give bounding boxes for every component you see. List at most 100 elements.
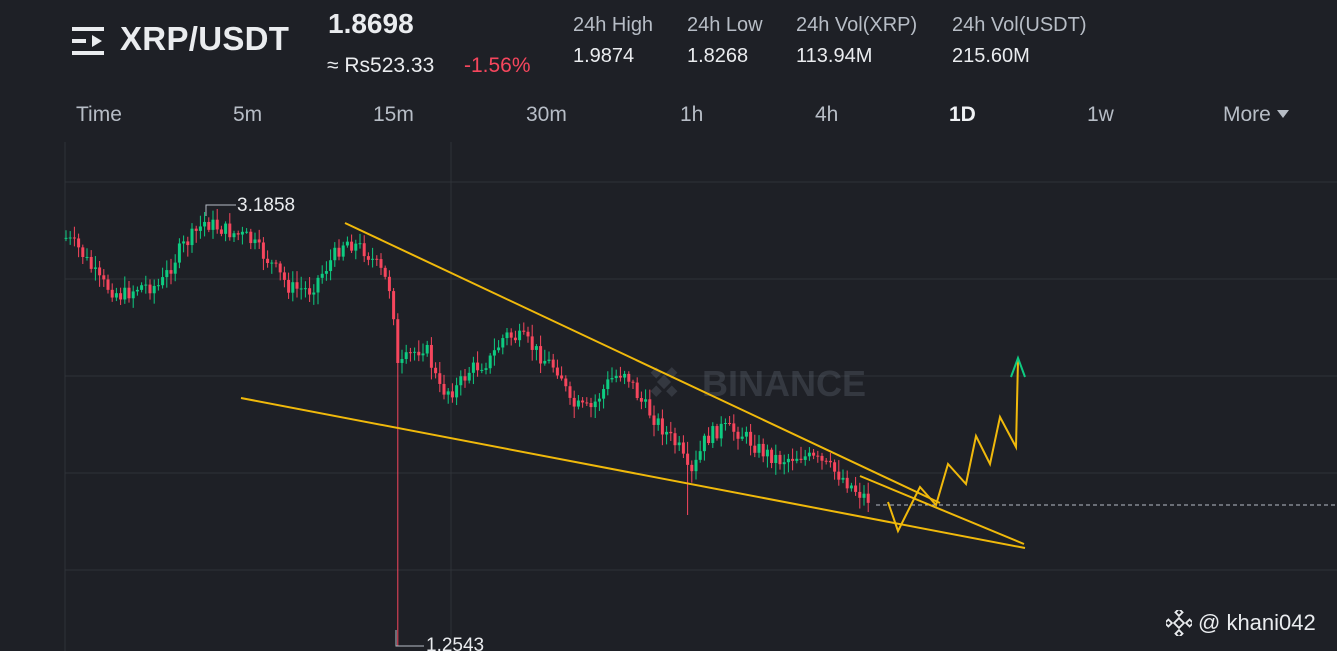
candle-body [287,279,291,293]
candle-body [791,458,795,461]
tab-15m[interactable]: 15m [373,103,414,126]
stat-vol-usdt-value: 215.60M [952,45,1030,67]
candle-body [236,233,240,235]
candle-body [207,221,211,230]
candle-body [702,435,706,452]
candle-body [266,258,270,264]
candle-body [770,449,774,463]
candle-body [631,381,635,383]
stat-low-value: 1.8268 [687,45,749,67]
candle-body [635,382,639,398]
tab-1d[interactable]: 1D [949,103,976,126]
stat-vol-xrp-value: 113.94M [796,45,873,67]
candle-body [240,231,244,235]
candle-body [786,458,790,463]
candle-body [434,367,438,374]
candle-body [198,226,202,231]
candle-body [408,352,412,354]
candle-body [93,267,97,269]
candle-body [568,386,572,398]
candle-body [732,423,736,432]
tab-5m[interactable]: 5m [233,103,263,126]
candles [64,208,870,646]
candle-body [186,241,190,246]
candle-body [219,229,223,234]
candle-body [203,221,207,227]
candle-body [341,245,345,257]
candle-body [135,289,139,292]
candle-body [694,459,698,472]
candle-body [555,367,559,376]
candle-body [715,426,719,439]
candle-body [358,243,362,245]
tab-more[interactable]: More [1223,103,1289,127]
candle-body [459,376,463,386]
low-label: 1.2543 [426,635,484,651]
credit: @ khani042 [1166,610,1316,636]
high-marker: 3.1858 [205,195,295,216]
interval-tabs: Time 5m 15m 30m 1h 4h 1D 1w More [0,98,1337,136]
candle-body [862,493,866,498]
candle-body [404,352,408,360]
candle-body [782,462,786,465]
candle-body [291,282,295,293]
candle-body [316,277,320,293]
candle-body [161,277,165,286]
candle-body [173,262,177,274]
tab-time[interactable]: Time [76,103,122,126]
candle-body [585,402,589,404]
candle-body [182,241,186,244]
candle-body [803,456,807,460]
candle-body [455,385,459,398]
candle-body [488,355,492,369]
candle-body [820,455,824,461]
candle-body [849,485,853,489]
tab-4h[interactable]: 4h [815,103,839,126]
candle-body [110,289,114,298]
candle-body [165,270,169,278]
candle-body [623,373,627,378]
candle-body [681,442,685,454]
candle-body [669,431,673,434]
candle-body [232,233,236,238]
upper-trendline [344,222,941,504]
candle-body [551,359,555,368]
candle-body [560,375,564,379]
candle-body [530,336,534,350]
candle-body [282,272,286,280]
candle-body [589,403,593,408]
candle-body [140,285,144,290]
tab-1w[interactable]: 1w [1087,103,1114,126]
tab-30m[interactable]: 30m [526,103,567,126]
candle-body [707,435,711,444]
candle-body [215,219,219,230]
candle-body [144,284,148,286]
candle-body [383,267,387,277]
candle-body [497,347,501,351]
candle-body [392,291,396,320]
menu-list-icon[interactable] [72,26,106,56]
candle-body [68,237,72,239]
candle-body [522,330,526,332]
trading-pair[interactable]: XRP/USDT [120,20,290,57]
candle-body [114,293,118,298]
candle-body [761,443,765,457]
candle-body [194,228,198,231]
candle-body [673,433,677,446]
candle-body [518,330,522,341]
candle-body [854,485,858,492]
chevron-down-icon [1276,109,1289,118]
candle-body [442,383,446,395]
candle-body [648,399,652,416]
candle-body [837,471,841,480]
candle-body [774,454,778,463]
candle-body [345,241,349,246]
candle-body [261,242,265,259]
candle-body [450,391,454,398]
candle-body [753,445,757,453]
candle-body [841,477,845,480]
candle-body [526,331,530,337]
candle-body [513,337,517,341]
tab-1h[interactable]: 1h [680,103,704,126]
